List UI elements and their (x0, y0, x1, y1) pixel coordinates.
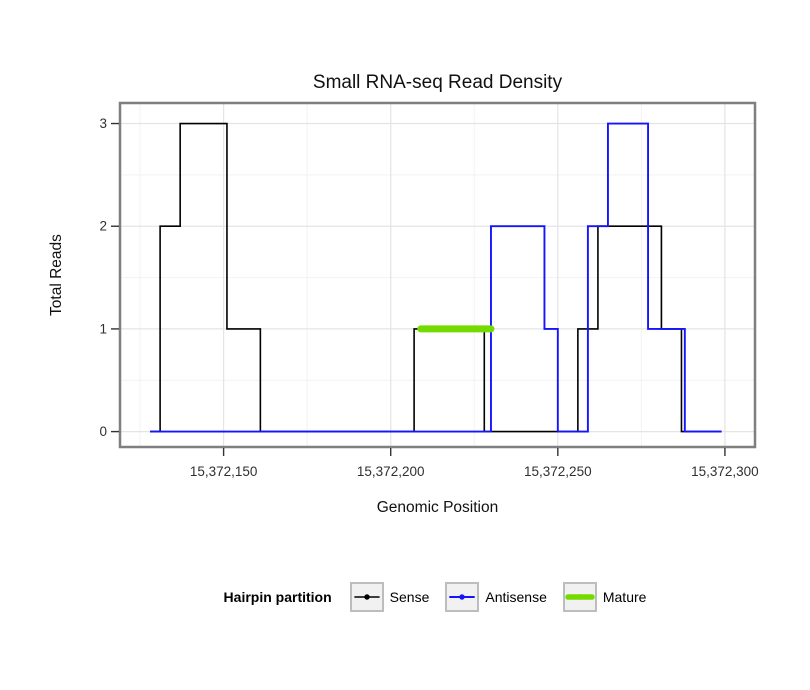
x-tick-label: 15,372,300 (691, 464, 759, 479)
x-tick-label: 15,372,150 (190, 464, 258, 479)
legend-key-glyph-mature (565, 594, 595, 600)
y-tick-label: 2 (99, 219, 107, 234)
legend-key-mature (562, 582, 597, 612)
plot-panel (120, 103, 755, 447)
legend-key-glyph-antisense (449, 594, 476, 600)
legend-label-mature: Mature (602, 589, 647, 605)
x-axis-title: Genomic Position (376, 499, 499, 516)
legend-key-glyph-sense (353, 594, 380, 600)
legend-entry-sense: Sense (349, 582, 430, 612)
legend-key-antisense (445, 582, 480, 612)
series-antisense-line (150, 122, 722, 433)
legend: Hairpin partition Sense Antisense Mature (60, 582, 810, 612)
legend-entry-mature: Mature (562, 582, 647, 612)
legend-entries: Sense Antisense Mature (349, 582, 647, 612)
legend-title: Hairpin partition (223, 589, 332, 605)
legend-label-antisense: Antisense (485, 589, 547, 605)
legend-label-sense: Sense (389, 589, 430, 605)
legend-entry-antisense: Antisense (445, 582, 547, 612)
y-tick-label: 1 (99, 321, 107, 336)
y-tick-label: 3 (99, 116, 107, 131)
panel-border (118, 101, 757, 449)
legend-key-sense (349, 582, 384, 612)
x-tick-label: 15,372,200 (357, 464, 425, 479)
chart-title: Small RNA-seq Read Density (312, 72, 563, 93)
y-axis-title: Total Reads (48, 234, 65, 316)
x-tick-label: 15,372,250 (524, 464, 592, 479)
y-tick-label: 0 (99, 424, 107, 439)
